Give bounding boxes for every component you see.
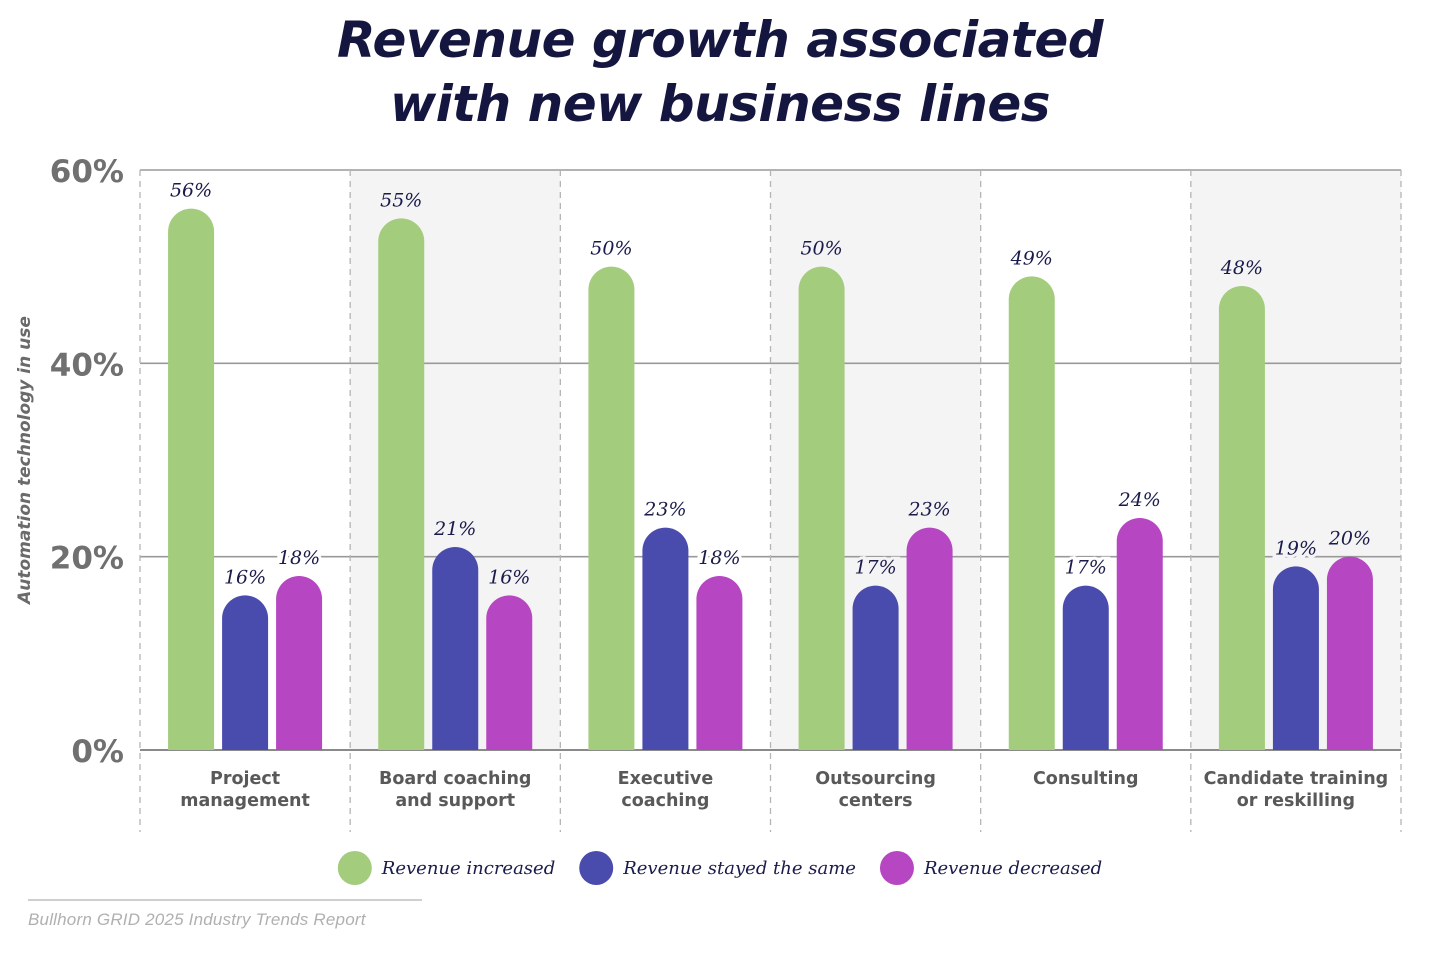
data-label-0-0: 56% (170, 180, 212, 202)
data-label-2-3: 23% (907, 499, 950, 521)
bar-2-5 (1326, 556, 1373, 750)
y-axis-label: Automation technology in use (15, 316, 35, 606)
bar-2-1 (486, 595, 533, 750)
data-label-1-5: 19% (1275, 537, 1317, 559)
chart-title: Revenue growth associated with new busin… (0, 8, 1440, 136)
bar-0-4 (1008, 276, 1055, 750)
data-label-0-3: 50% (800, 238, 842, 260)
data-label-0-4: 49% (1010, 247, 1053, 269)
bar-1-3 (852, 585, 899, 750)
category-label-0-0: Project (210, 769, 280, 789)
legend-swatch-2 (879, 851, 914, 885)
bar-0-5 (1218, 286, 1265, 750)
source-divider (28, 899, 422, 901)
bar-0-2 (588, 266, 635, 750)
category-label-2-1: coaching (621, 791, 709, 811)
legend-swatch-1 (579, 851, 614, 885)
legend-label-1: Revenue stayed the same (622, 858, 856, 879)
chart-title-line-1: Revenue growth associated (336, 11, 1104, 69)
legend-label-2: Revenue decreased (923, 858, 1102, 879)
legend-label-0: Revenue increased (381, 858, 555, 879)
data-label-2-0: 18% (278, 547, 320, 569)
bar-1-5 (1272, 566, 1319, 750)
bar-1-0 (222, 595, 269, 750)
chart-title-line-2: with new business lines (389, 75, 1051, 133)
bar-0-0 (168, 208, 215, 750)
bar-0-1 (378, 218, 425, 750)
bar-1-2 (642, 527, 689, 750)
data-label-1-1: 21% (433, 518, 476, 540)
category-label-1-0: Board coaching (379, 769, 531, 789)
bar-2-0 (276, 576, 323, 750)
bar-0-3 (798, 266, 845, 750)
bar-1-4 (1062, 585, 1109, 750)
y-tick-label-2: 40% (50, 347, 124, 383)
data-label-1-4: 17% (1065, 557, 1107, 579)
category-label-3-0: Outsourcing (815, 769, 936, 789)
y-tick-label-3: 60% (50, 154, 124, 190)
data-label-2-1: 16% (488, 566, 530, 588)
legend-swatch-0 (337, 851, 372, 885)
category-label-0-1: management (180, 791, 310, 811)
category-label-5-1: or reskilling (1237, 791, 1355, 811)
data-label-1-0: 16% (224, 566, 266, 588)
source-note: Bullhorn GRID 2025 Industry Trends Repor… (28, 910, 366, 929)
data-label-2-4: 24% (1118, 489, 1161, 511)
category-label-2-0: Executive (618, 769, 714, 789)
bar-2-4 (1116, 518, 1163, 750)
y-tick-label-0: 0% (71, 734, 124, 770)
bar-2-3 (906, 527, 953, 750)
data-label-1-3: 17% (854, 557, 896, 579)
data-label-0-2: 50% (590, 238, 632, 260)
category-label-4-0: Consulting (1033, 769, 1139, 789)
category-label-1-1: and support (395, 791, 515, 811)
category-label-3-1: centers (839, 791, 913, 811)
data-label-0-1: 55% (380, 189, 422, 211)
data-label-0-5: 48% (1220, 257, 1263, 279)
data-label-2-5: 20% (1328, 528, 1371, 550)
bar-1-1 (432, 547, 479, 750)
bar-2-2 (696, 576, 743, 750)
category-label-5-0: Candidate training (1204, 769, 1389, 789)
data-label-2-2: 18% (698, 547, 740, 569)
y-tick-label-1: 20% (50, 541, 124, 577)
data-label-1-2: 23% (643, 499, 686, 521)
